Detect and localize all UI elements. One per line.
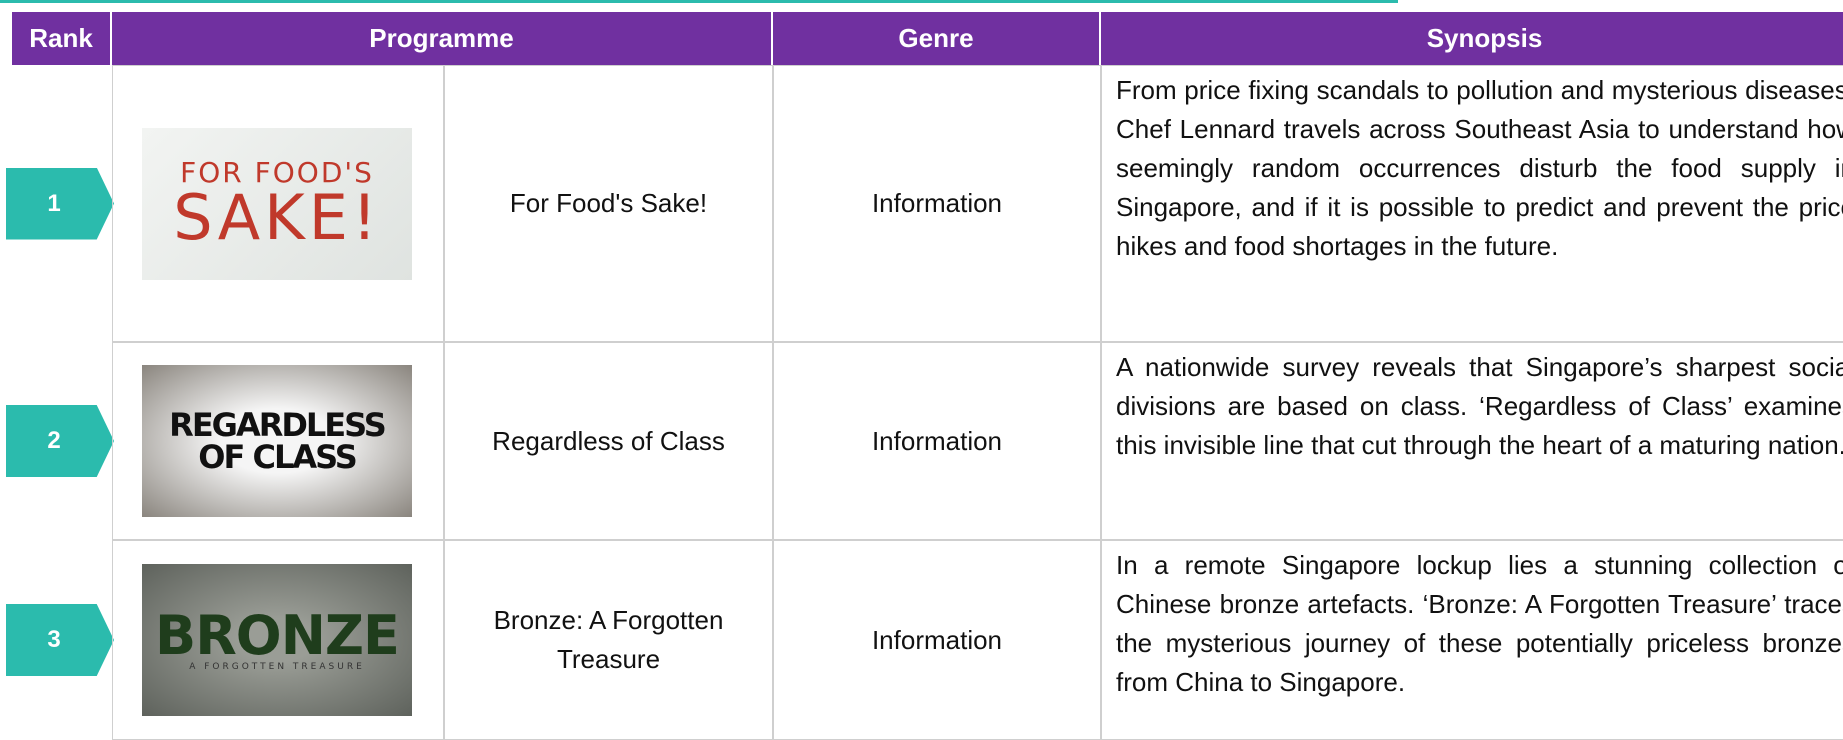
- thumbnail-cell: [112, 342, 444, 540]
- column-header: Rank: [12, 12, 112, 65]
- column-header: Programme: [112, 12, 773, 65]
- thumbnail-text: SAKE!: [173, 180, 381, 254]
- programme-thumbnail: BRONZE A FORGOTTEN TREASURE: [142, 564, 412, 716]
- rank-badge: 3: [6, 604, 114, 676]
- genre: Information: [773, 540, 1101, 740]
- thumbnail-text: BRONZE: [155, 603, 400, 667]
- thumbnail-text: OF CLASS: [198, 438, 357, 476]
- programme-thumbnail: FOR FOOD'S SAKE!: [142, 127, 412, 280]
- rank-badge: 1: [6, 167, 114, 240]
- programme-name: Bronze: A Forgotten Treasure: [444, 540, 773, 740]
- genre: Information: [773, 342, 1101, 540]
- synopsis: A nationwide survey reveals that Singapo…: [1101, 342, 1843, 540]
- column-header: Synopsis: [1101, 12, 1843, 65]
- synopsis: In a remote Singapore lockup lies a stun…: [1101, 540, 1843, 740]
- programme-name: For Food's Sake!: [444, 65, 773, 342]
- column-header: Genre: [773, 12, 1101, 65]
- rank-badge: 2: [6, 405, 114, 477]
- synopsis: From price fixing scandals to pollution …: [1101, 65, 1843, 342]
- thumbnail-text: A FORGOTTEN TREASURE: [189, 661, 365, 672]
- genre: Information: [773, 65, 1101, 342]
- top-rule: [0, 0, 1398, 3]
- thumbnail-text: FOR FOOD'S: [180, 155, 374, 189]
- thumbnail-text: REGARDLESS: [169, 406, 387, 444]
- programme-thumbnail: REGARDLESS OF CLASS: [142, 365, 412, 517]
- thumbnail-cell: [112, 65, 444, 342]
- programme-name: Regardless of Class: [444, 342, 773, 540]
